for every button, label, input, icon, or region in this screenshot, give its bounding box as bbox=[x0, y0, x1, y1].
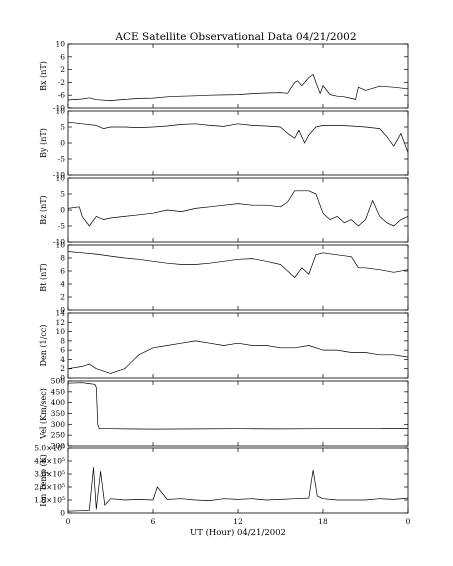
y-tick-label: 2.0×10⁵ bbox=[34, 483, 65, 492]
y-axis-label: Bz (nT) bbox=[39, 195, 48, 224]
panel-7: 5.0×10⁵ 4.0×10⁵ 3.0×10⁵ 2.0×10⁵ 1.0×10⁵ 0 Ion … bbox=[34, 444, 409, 518]
series-line bbox=[67, 467, 409, 512]
y-tick-label: 1.0×10⁵ bbox=[34, 496, 65, 505]
y-axis-label: Ion Temp (K) bbox=[39, 454, 48, 507]
y-tick-label: 0 bbox=[60, 139, 65, 148]
y-tick-label: 0 bbox=[60, 374, 65, 383]
x-tick-label: 6 bbox=[151, 517, 156, 526]
y-tick-label: -6 bbox=[58, 91, 66, 100]
x-tick-label: 0 bbox=[66, 517, 71, 526]
y-tick-label: 4 bbox=[60, 280, 65, 289]
panel-stack: 10 6 2 -2 -6 -10 Bx (nT) 10 5 0 -5 -10 By (nT) 10 5 0 -5… bbox=[34, 40, 409, 518]
y-tick-label: 6 bbox=[60, 52, 65, 61]
y-tick-label: -5 bbox=[58, 155, 66, 164]
series-line bbox=[67, 190, 409, 227]
y-tick-label: 350 bbox=[51, 409, 66, 418]
y-tick-label: 10 bbox=[55, 174, 65, 183]
series-line bbox=[67, 251, 409, 278]
y-tick-label: 450 bbox=[51, 387, 66, 396]
panel-frame bbox=[67, 43, 409, 109]
y-tick-label: 400 bbox=[51, 398, 66, 407]
panel-frame bbox=[67, 312, 409, 379]
x-tick-label: 18 bbox=[318, 517, 328, 526]
y-tick-label: 2 bbox=[60, 364, 65, 373]
y-tick-label: 10 bbox=[55, 327, 65, 336]
y-axis-label: Den (1/cc) bbox=[39, 325, 48, 367]
y-tick-label: 6 bbox=[60, 346, 65, 355]
panel-frame bbox=[67, 380, 409, 447]
x-axis: 0 6 12 18 0 bbox=[66, 517, 411, 526]
panel-1: 10 6 2 -2 -6 -10 Bx (nT) bbox=[39, 40, 409, 113]
y-axis-label: Bx (nT) bbox=[39, 61, 48, 91]
y-tick-label: -2 bbox=[58, 78, 66, 87]
y-tick-label: 6 bbox=[60, 267, 65, 276]
series-line bbox=[67, 121, 409, 153]
y-tick-label: -10 bbox=[53, 104, 65, 113]
y-tick-label: -10 bbox=[53, 171, 65, 180]
x-tick-label: 12 bbox=[233, 517, 243, 526]
series-line bbox=[67, 340, 409, 374]
y-tick-label: 4 bbox=[60, 355, 65, 364]
y-tick-label: 5.0×10⁵ bbox=[34, 444, 65, 453]
y-tick-label: 0 bbox=[60, 306, 65, 315]
figure-title: ACE Satellite Observational Data 04/21/2… bbox=[114, 31, 356, 43]
y-tick-label: 5 bbox=[60, 190, 65, 199]
y-tick-label: 0 bbox=[60, 206, 65, 215]
panel-frame bbox=[67, 177, 409, 243]
x-tick-label: 0 bbox=[406, 517, 411, 526]
y-tick-label: 10 bbox=[55, 107, 65, 116]
panel-4: 10 8 6 4 2 0 Bt (nT) bbox=[39, 241, 409, 315]
y-tick-label: 10 bbox=[55, 40, 65, 49]
y-tick-label: 12 bbox=[55, 318, 65, 327]
y-tick-label: 10 bbox=[55, 241, 65, 250]
y-tick-label: 500 bbox=[51, 377, 66, 386]
x-axis-label: UT (Hour) 04/21/2002 bbox=[190, 527, 286, 538]
y-tick-label: -10 bbox=[53, 238, 65, 247]
y-tick-label: 200 bbox=[51, 442, 66, 451]
panel-frame bbox=[67, 244, 409, 311]
y-tick-label: 250 bbox=[51, 431, 66, 440]
panel-frame bbox=[67, 447, 409, 514]
panel-3: 10 5 0 -5 -10 Bz (nT) bbox=[39, 174, 409, 247]
y-tick-label: 300 bbox=[51, 420, 66, 429]
y-tick-label: 2 bbox=[60, 293, 65, 302]
series-line bbox=[67, 74, 409, 101]
y-tick-label: -5 bbox=[58, 222, 66, 231]
y-axis-label: By (nT) bbox=[39, 128, 48, 158]
y-tick-label: 3.0×10⁵ bbox=[34, 470, 65, 479]
y-tick-label: 14 bbox=[55, 309, 65, 318]
y-tick-label: 5 bbox=[60, 123, 65, 132]
y-axis-label: Bt (nT) bbox=[39, 263, 48, 291]
y-tick-label: 8 bbox=[60, 336, 65, 345]
series-line bbox=[67, 382, 409, 430]
y-tick-label: 8 bbox=[60, 254, 65, 263]
panel-frame bbox=[67, 110, 409, 176]
y-tick-label: 4.0×10⁵ bbox=[34, 457, 65, 466]
panel-2: 10 5 0 -5 -10 By (nT) bbox=[39, 107, 409, 180]
y-axis-label: Vel (Km/sec) bbox=[39, 388, 48, 440]
y-tick-label: 2 bbox=[60, 65, 65, 74]
y-tick-label: 0 bbox=[60, 509, 65, 518]
